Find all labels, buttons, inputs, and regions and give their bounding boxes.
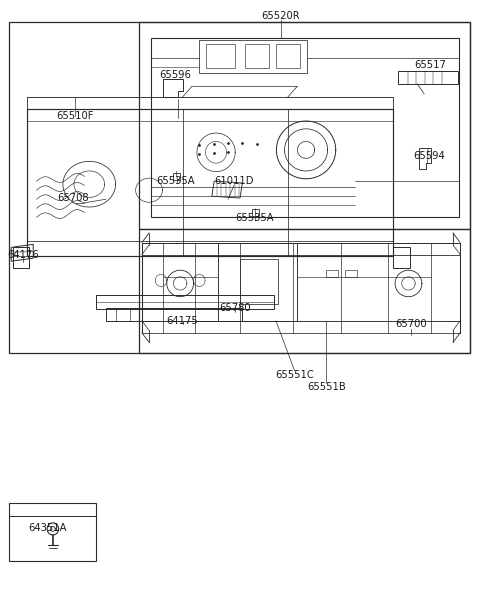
Text: 65520R: 65520R [262, 11, 300, 21]
Text: 65594: 65594 [413, 151, 445, 161]
Text: 65517: 65517 [415, 60, 446, 70]
Text: 64351A: 64351A [28, 523, 67, 532]
Text: 65510F: 65510F [56, 111, 94, 121]
Text: 65596: 65596 [159, 71, 192, 80]
Text: 65535A: 65535A [156, 176, 195, 186]
Text: 65551C: 65551C [275, 370, 314, 380]
Text: 61011D: 61011D [215, 176, 254, 186]
Text: 65708: 65708 [58, 193, 89, 203]
Text: 64176: 64176 [7, 250, 39, 259]
Text: 64175: 64175 [167, 316, 198, 326]
Text: 65551B: 65551B [307, 382, 346, 392]
Text: 65780: 65780 [219, 303, 251, 312]
Text: 65535A: 65535A [235, 213, 274, 224]
Text: 65700: 65700 [396, 320, 427, 329]
